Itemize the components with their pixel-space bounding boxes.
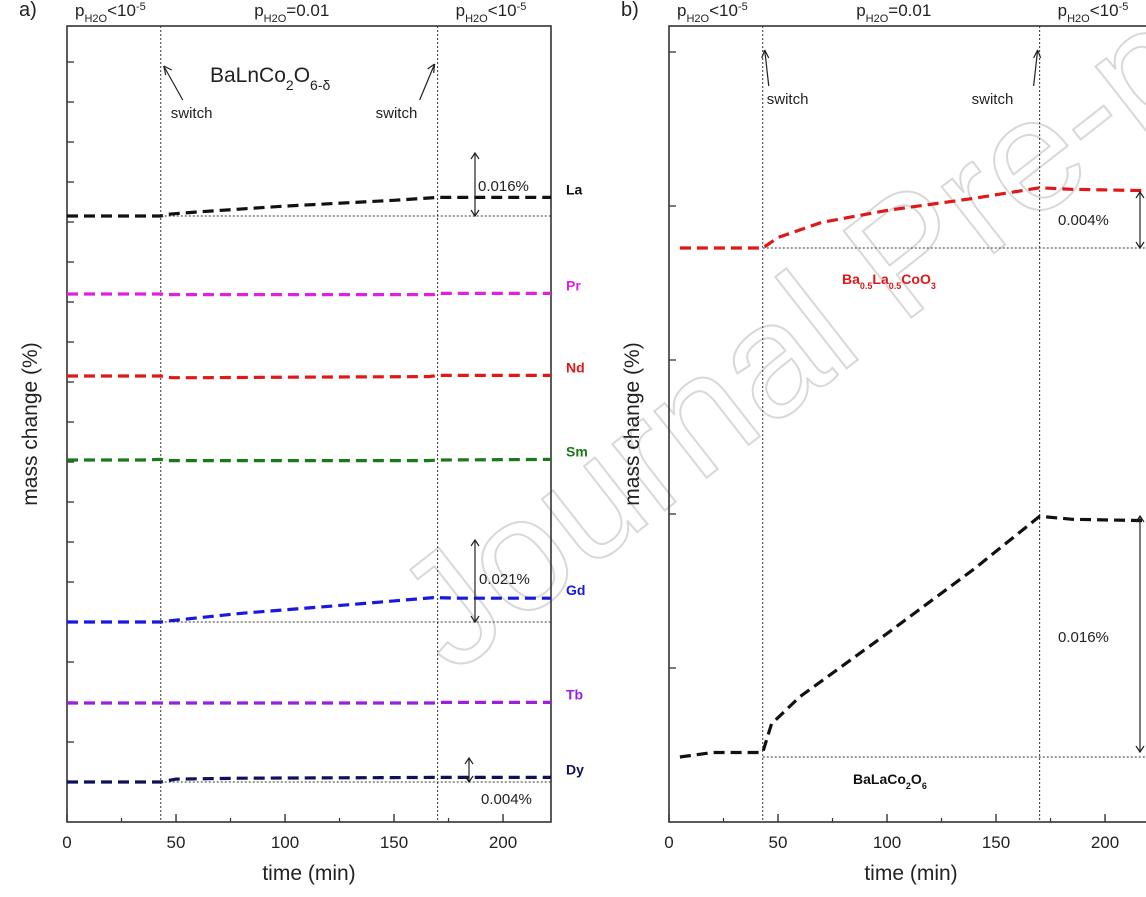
y-axis-label: mass change (%)	[19, 342, 42, 505]
panel-label: a)	[19, 0, 37, 21]
plot-frame	[66, 25, 552, 823]
switch-arrow	[163, 65, 184, 101]
magnitude-label: 0.004%	[1058, 212, 1109, 229]
condition-label: pH2O=0.01	[856, 1, 931, 25]
magnitude-label: 0.021%	[479, 571, 530, 588]
arrow-head	[464, 775, 474, 784]
magnitude-label: 0.004%	[481, 791, 532, 808]
x-tick-label: 100	[271, 833, 299, 852]
arrow-head	[1135, 190, 1145, 199]
magnitude-label: 0.016%	[1058, 629, 1109, 646]
switch-label: switch	[767, 91, 809, 108]
series-label-black: BaLaCo2O6	[853, 771, 927, 791]
x-axis-label: time (min)	[864, 862, 957, 885]
panel-label: b)	[621, 0, 639, 21]
arrow-head	[470, 151, 480, 160]
chart-title: BaLnCo2O6-δ	[210, 64, 330, 93]
arrow-head	[1135, 241, 1145, 250]
series-line-Tb	[67, 700, 551, 705]
arrow-head	[761, 49, 770, 59]
series-line-Dy	[67, 775, 551, 784]
x-tick-label: 200	[489, 833, 517, 852]
switch-arrow	[764, 49, 770, 87]
series-label-Tb: Tb	[566, 686, 583, 702]
condition-label: pH2O<10-5	[456, 1, 527, 25]
x-tick-label: 0	[664, 833, 673, 852]
switch-label: switch	[972, 91, 1014, 108]
arrow-head	[470, 538, 480, 547]
series-label-La: La	[566, 181, 583, 197]
series-line-Pr	[67, 291, 551, 297]
series-label-Dy: Dy	[566, 761, 584, 777]
arrow-head	[1033, 49, 1042, 59]
x-tick-label: 50	[769, 833, 788, 852]
x-tick-label: 150	[380, 833, 408, 852]
series-label-Gd: Gd	[566, 582, 585, 598]
switch-arrow	[1033, 49, 1039, 87]
series-line-Nd	[67, 373, 551, 380]
condition-label: pH2O<10-5	[75, 1, 146, 25]
panel-a-chart: 0 50 100 150 200 time (min) mass change (%) pH2…	[19, 0, 588, 885]
arrow-head	[1135, 745, 1145, 754]
arrow-head	[1135, 514, 1145, 523]
series-line-Sm	[67, 457, 552, 463]
magnitude-label: 0.016%	[478, 178, 529, 195]
condition-label: pH2O=0.01	[254, 1, 329, 25]
arrow-head	[470, 615, 480, 624]
x-tick-label: 150	[982, 833, 1010, 852]
panel-b-chart: 0 50 100 150 200 time (min) mass change (%) pH2…	[621, 0, 1146, 885]
condition-label: pH2O<10-5	[677, 1, 748, 25]
y-axis-label: mass change (%)	[621, 342, 644, 505]
switch-arrow	[419, 63, 436, 101]
x-tick-label: 0	[62, 833, 71, 852]
x-axis-label: time (min)	[262, 862, 355, 885]
series-line-1	[679, 514, 1146, 759]
x-tick-label: 50	[167, 833, 186, 852]
series-label-red: Ba0.5La0.5CoO3	[842, 271, 936, 291]
switch-label: switch	[376, 105, 418, 122]
series-label-Sm: Sm	[566, 443, 588, 459]
arrow-head	[470, 209, 480, 218]
series-line-La	[67, 195, 551, 218]
x-tick-label: 200	[1091, 833, 1119, 852]
arrow-head	[163, 65, 173, 76]
condition-label: pH2O<10-5	[1058, 1, 1129, 25]
switch-label: switch	[171, 105, 213, 122]
series-label-Pr: Pr	[566, 277, 581, 293]
plot-frame	[668, 25, 1146, 823]
arrow-head	[464, 756, 474, 765]
series-label-Nd: Nd	[566, 359, 585, 375]
x-tick-label: 100	[873, 833, 901, 852]
series-line-0	[679, 186, 1146, 250]
arrow-head	[427, 63, 436, 74]
